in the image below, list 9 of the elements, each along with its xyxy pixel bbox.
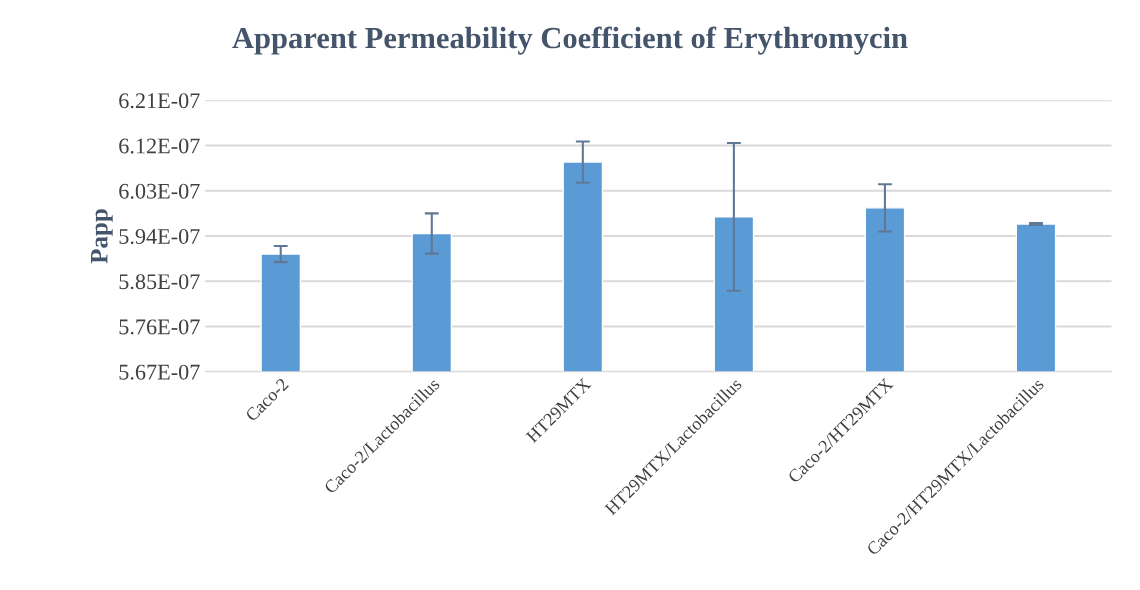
y-tick-label: 6.03E-07 xyxy=(119,183,200,199)
y-tick-label: 5.76E-07 xyxy=(119,319,200,335)
y-tick-label: 5.94E-07 xyxy=(119,228,200,245)
y-tick-label: 6.21E-07 xyxy=(119,93,200,109)
y-tick-label: 5.85E-07 xyxy=(119,274,200,290)
y-tick-label: 5.67E-07 xyxy=(119,364,200,380)
y-axis-title: Papp xyxy=(91,209,113,264)
y-tick-label: 6.12E-07 xyxy=(119,138,200,154)
chart-title: Apparent Permeability Coefficient of Erythromycin xyxy=(232,26,908,55)
